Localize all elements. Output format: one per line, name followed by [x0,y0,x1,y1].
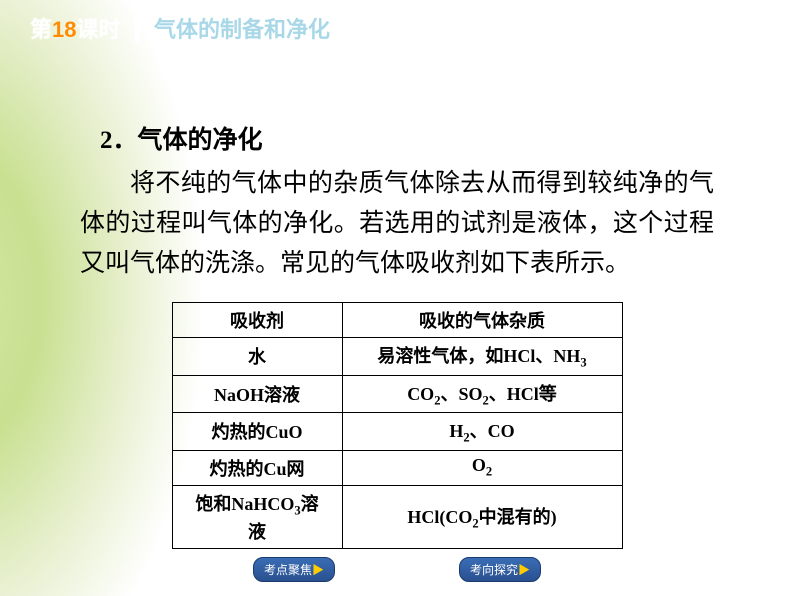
cell-gas: O2 [342,450,622,485]
header-mid: 课时 [77,17,121,42]
absorbent-table: 吸收剂 吸收的气体杂质 水易溶性气体，如HCl、NH3NaOH溶液CO2、SO2… [172,302,623,549]
cell-absorbent: NaOH溶液 [172,375,342,413]
cell-gas: 易溶性气体，如HCl、NH3 [342,338,622,376]
header-number: 18 [52,17,76,42]
nav-btn-explore-label: 考向探究 [470,563,518,577]
nav-btn-explore[interactable]: 考向探究▶ [459,557,541,582]
col-header-gas: 吸收的气体杂质 [342,303,622,338]
table-header-row: 吸收剂 吸收的气体杂质 [172,303,622,338]
table-row: 饱和NaHCO3溶液HCl(CO2中混有的) [172,485,622,549]
nav-btn-focus-label: 考点聚焦 [264,563,312,577]
header-prefix: 第 [30,17,52,42]
cell-absorbent: 饱和NaHCO3溶液 [172,485,342,549]
footer-nav: 考点聚焦▶ 考向探究▶ [0,557,794,582]
cell-absorbent: 水 [172,338,342,376]
table-body: 水易溶性气体，如HCl、NH3NaOH溶液CO2、SO2、HCl等灼热的CuOH… [172,338,622,549]
main-content: 2．气体的净化 将不纯的气体中的杂质气体除去从而得到较纯净的气体的过程叫气体的净… [0,50,794,549]
cell-absorbent: 灼热的Cu网 [172,450,342,485]
nav-btn-focus[interactable]: 考点聚焦▶ [253,557,335,582]
section-body: 将不纯的气体中的杂质气体除去从而得到较纯净的气体的过程叫气体的净化。若选用的试剂… [80,164,714,284]
col-header-absorbent: 吸收剂 [172,303,342,338]
cell-absorbent: 灼热的CuO [172,413,342,451]
cell-gas: HCl(CO2中混有的) [342,485,622,549]
table-row: NaOH溶液CO2、SO2、HCl等 [172,375,622,413]
header-title: 第18课时 ┃ 气体的制备和净化 [30,12,764,44]
table-row: 灼热的CuOH2、CO [172,413,622,451]
cell-gas: H2、CO [342,413,622,451]
arrow-icon: ▶ [518,563,530,577]
table-row: 水易溶性气体，如HCl、NH3 [172,338,622,376]
arrow-icon: ▶ [312,563,324,577]
cell-gas: CO2、SO2、HCl等 [342,375,622,413]
table-row: 灼热的Cu网O2 [172,450,622,485]
slide-header: 第18课时 ┃ 气体的制备和净化 [0,0,794,50]
section-title: 2．气体的净化 [80,120,714,156]
header-separator: ┃ [131,17,144,42]
header-subject: 气体的制备和净化 [154,17,330,42]
